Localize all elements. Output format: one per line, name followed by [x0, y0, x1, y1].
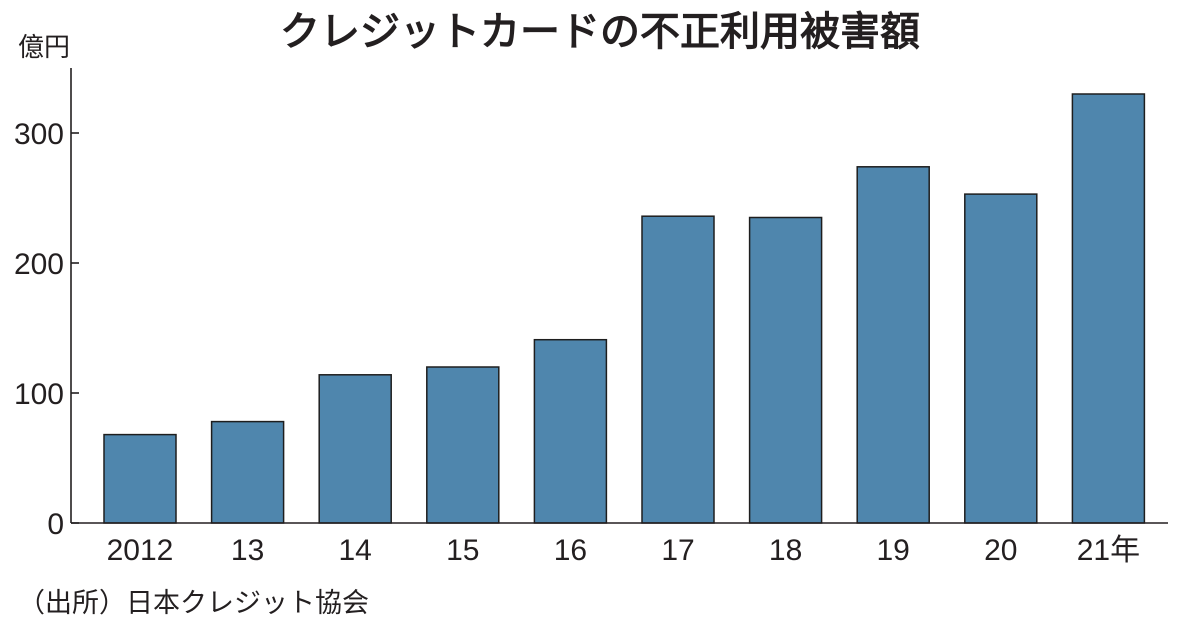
y-axis-unit: 億円	[18, 33, 70, 63]
bar-1	[210, 420, 285, 524]
bar-0	[103, 433, 177, 524]
bar-2	[318, 374, 392, 524]
x-axis-ticks: 2012 13 14 15 16 17 18 19 20 21年	[107, 534, 1140, 567]
bar-3	[426, 366, 500, 524]
y-tick-label: 100	[14, 378, 64, 411]
bar-8	[964, 193, 1038, 524]
x-tick-label: 21年	[1077, 534, 1140, 567]
bars	[103, 93, 1146, 524]
bar-4	[533, 338, 608, 524]
chart-title: クレジットカードの不正利用被害額	[280, 9, 920, 55]
x-tick-label: 2012	[107, 534, 174, 567]
x-tick-label: 14	[339, 534, 372, 567]
bar-5	[641, 215, 715, 524]
y-tick-label: 300	[14, 118, 64, 151]
x-tick-label: 18	[769, 534, 802, 567]
x-tick-label: 13	[231, 534, 264, 567]
x-tick-label: 16	[554, 534, 587, 567]
x-tick-label: 19	[877, 534, 910, 567]
x-tick-label: 15	[446, 534, 479, 567]
bar-9	[1071, 93, 1146, 524]
x-tick-label: 17	[661, 534, 694, 567]
bar-7	[856, 166, 930, 524]
y-axis-ticks: 0 100 200 300	[14, 118, 79, 541]
bar-6	[748, 216, 823, 524]
x-tick-label: 20	[984, 534, 1017, 567]
y-tick-label: 0	[47, 508, 64, 541]
y-tick-label: 200	[14, 248, 64, 281]
source-note: （出所）日本クレジット協会	[18, 588, 369, 619]
